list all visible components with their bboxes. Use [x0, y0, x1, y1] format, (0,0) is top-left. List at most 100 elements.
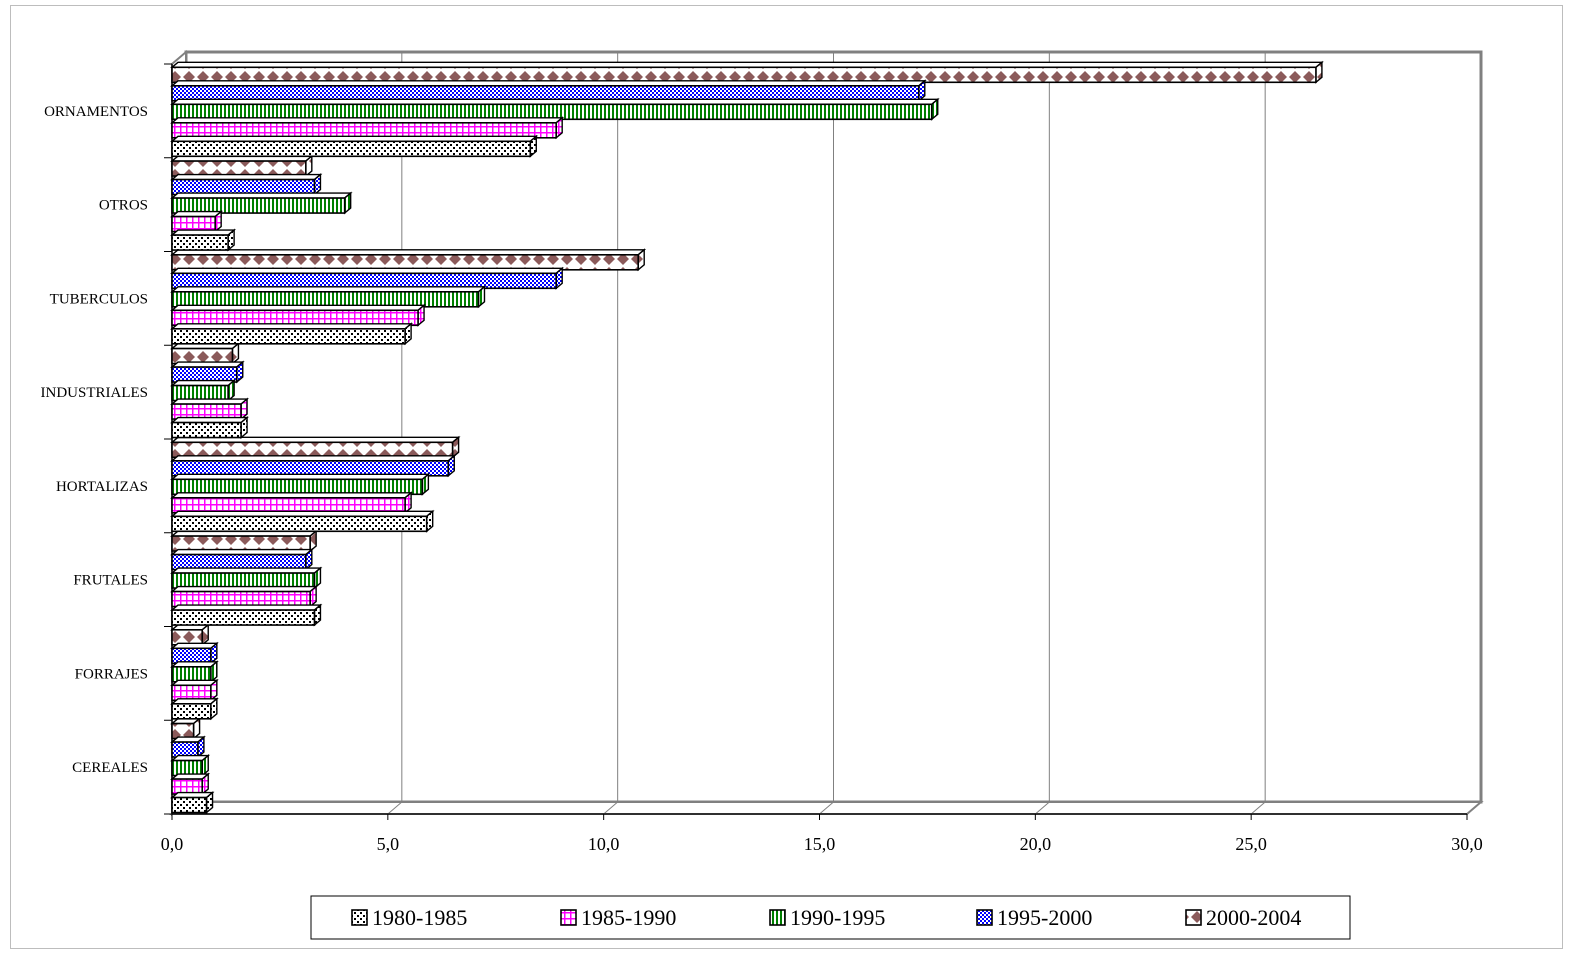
legend-label: 1995-2000 — [997, 905, 1092, 930]
bar-front-face — [171, 778, 204, 795]
bar-front-face — [171, 609, 316, 626]
bar-front-face — [171, 197, 346, 214]
bar-industriales-1985-1990 — [170, 397, 250, 421]
bar-front-face — [171, 103, 933, 121]
legend-swatch — [351, 909, 368, 926]
bar-ornamentos-1980-1985 — [170, 134, 539, 158]
bar-forrajes-2000-2004 — [170, 623, 211, 647]
legend-label: 1990-1995 — [790, 905, 885, 930]
bar-hortalizas-1995-2000 — [170, 454, 457, 478]
category-label: TUBERCULOS — [50, 291, 148, 307]
bar-frutales-1990-1995 — [170, 566, 323, 590]
bar-forrajes-1985-1990 — [170, 678, 219, 702]
x-tick-label: 5,0 — [377, 834, 400, 854]
bar-hortalizas-1990-1995 — [170, 472, 431, 496]
bar-front-face — [171, 628, 204, 646]
bar-frutales-2000-2004 — [170, 529, 319, 553]
bar-frutales-1980-1985 — [170, 603, 323, 627]
bar-tuberculos-1980-1985 — [170, 322, 414, 346]
bar-cereales-1985-1990 — [170, 772, 211, 796]
bar-front-face — [171, 421, 242, 439]
bar-front-face — [171, 741, 199, 758]
legend-label: 1985-1990 — [581, 905, 676, 930]
bar-front-face — [171, 665, 212, 683]
bar-front-face — [171, 366, 238, 383]
bar-cereales-2000-2004 — [170, 717, 202, 741]
bar-front-face — [171, 722, 195, 740]
bar-tuberculos-1995-2000 — [170, 266, 565, 290]
legend-item-1990-1995: 1990-1995 — [769, 905, 885, 930]
x-tick-label: 25,0 — [1235, 834, 1267, 854]
bar-front-face — [171, 254, 640, 271]
gridline-floor — [1035, 801, 1050, 815]
bar-front-face — [171, 384, 229, 402]
category-label: FORRAJES — [75, 666, 148, 682]
bar-front-face — [171, 234, 229, 251]
bar-otros-1990-1995 — [170, 191, 353, 215]
legend-swatch — [1185, 909, 1202, 926]
bar-hortalizas-1980-1985 — [170, 509, 435, 533]
bar-tuberculos-2000-2004 — [170, 248, 647, 272]
bar-forrajes-1995-2000 — [170, 641, 219, 665]
bar-cereales-1995-2000 — [170, 735, 206, 759]
legend-swatch — [769, 909, 786, 926]
bar-front-face — [171, 272, 557, 290]
bar-industriales-2000-2004 — [170, 342, 241, 366]
bar-front-face — [171, 403, 242, 420]
bar-hortalizas-1985-1990 — [170, 491, 414, 515]
legend-box — [310, 895, 1351, 940]
category-label: ORNAMENTOS — [44, 104, 148, 120]
legend-item-1995-2000: 1995-2000 — [976, 905, 1092, 930]
x-tick-label: 10,0 — [588, 834, 620, 854]
bar-front-face — [171, 347, 234, 365]
bar-front-face — [171, 590, 311, 608]
bar-front-face — [171, 684, 212, 702]
bar-ornamentos-1985-1990 — [170, 116, 565, 140]
x-tick-label: 0,0 — [161, 834, 184, 854]
bar-tuberculos-1990-1995 — [170, 285, 487, 309]
legend-item-2000-2004: 2000-2004 — [1185, 905, 1301, 930]
plot-background — [169, 49, 1484, 817]
bar-front-face — [171, 309, 419, 327]
x-tick-label: 20,0 — [1020, 834, 1052, 854]
legend-label: 1980-1985 — [372, 905, 467, 930]
bar-industriales-1995-2000 — [170, 360, 245, 384]
bar-ornamentos-2000-2004 — [170, 60, 1324, 84]
bar-front-face — [171, 66, 1317, 84]
bar-front-face — [171, 122, 557, 139]
bar-front-face — [171, 441, 454, 459]
bar-cereales-1980-1985 — [170, 791, 215, 815]
gridline-floor — [603, 801, 618, 815]
legend-label: 2000-2004 — [1206, 905, 1301, 930]
bar-tuberculos-1985-1990 — [170, 303, 426, 327]
bar-front-face — [171, 215, 216, 233]
x-tick-labels: 0,0 5,0 10,0 15,0 20,0 25,0 30,0 — [161, 834, 1483, 854]
bar-otros-1980-1985 — [170, 228, 237, 252]
bar-front-face — [171, 515, 428, 533]
gridline-floor — [1250, 801, 1266, 815]
bar-front-face — [171, 290, 480, 308]
bar-front-face — [171, 759, 204, 777]
legend-item-1985-1990: 1985-1990 — [560, 905, 676, 930]
bar-front-face — [171, 459, 450, 477]
bar-ornamentos-1990-1995 — [170, 97, 940, 121]
bar-front-face — [171, 478, 424, 496]
chart-frame — [10, 5, 1563, 949]
bar-front-face — [171, 85, 920, 102]
bar-front-face — [171, 553, 307, 571]
bar-front-face — [171, 178, 316, 196]
x-tick-label: 15,0 — [804, 834, 836, 854]
bar-otros-1985-1990 — [170, 210, 224, 234]
legend: 1980-1985 1985-1990 1990-1995 1995-2000 2000… — [310, 895, 1351, 940]
bar-ornamentos-1995-2000 — [170, 79, 927, 103]
category-label: OTROS — [99, 198, 148, 214]
bars — [170, 60, 1324, 815]
bar-front-face — [171, 496, 406, 514]
legend-item-1980-1985: 1980-1985 — [351, 905, 467, 930]
legend-swatch — [976, 909, 993, 926]
bar-industriales-1980-1985 — [170, 416, 250, 440]
bar-hortalizas-2000-2004 — [170, 435, 461, 459]
gridline-floor — [819, 801, 834, 815]
bar-otros-2000-2004 — [170, 154, 314, 178]
